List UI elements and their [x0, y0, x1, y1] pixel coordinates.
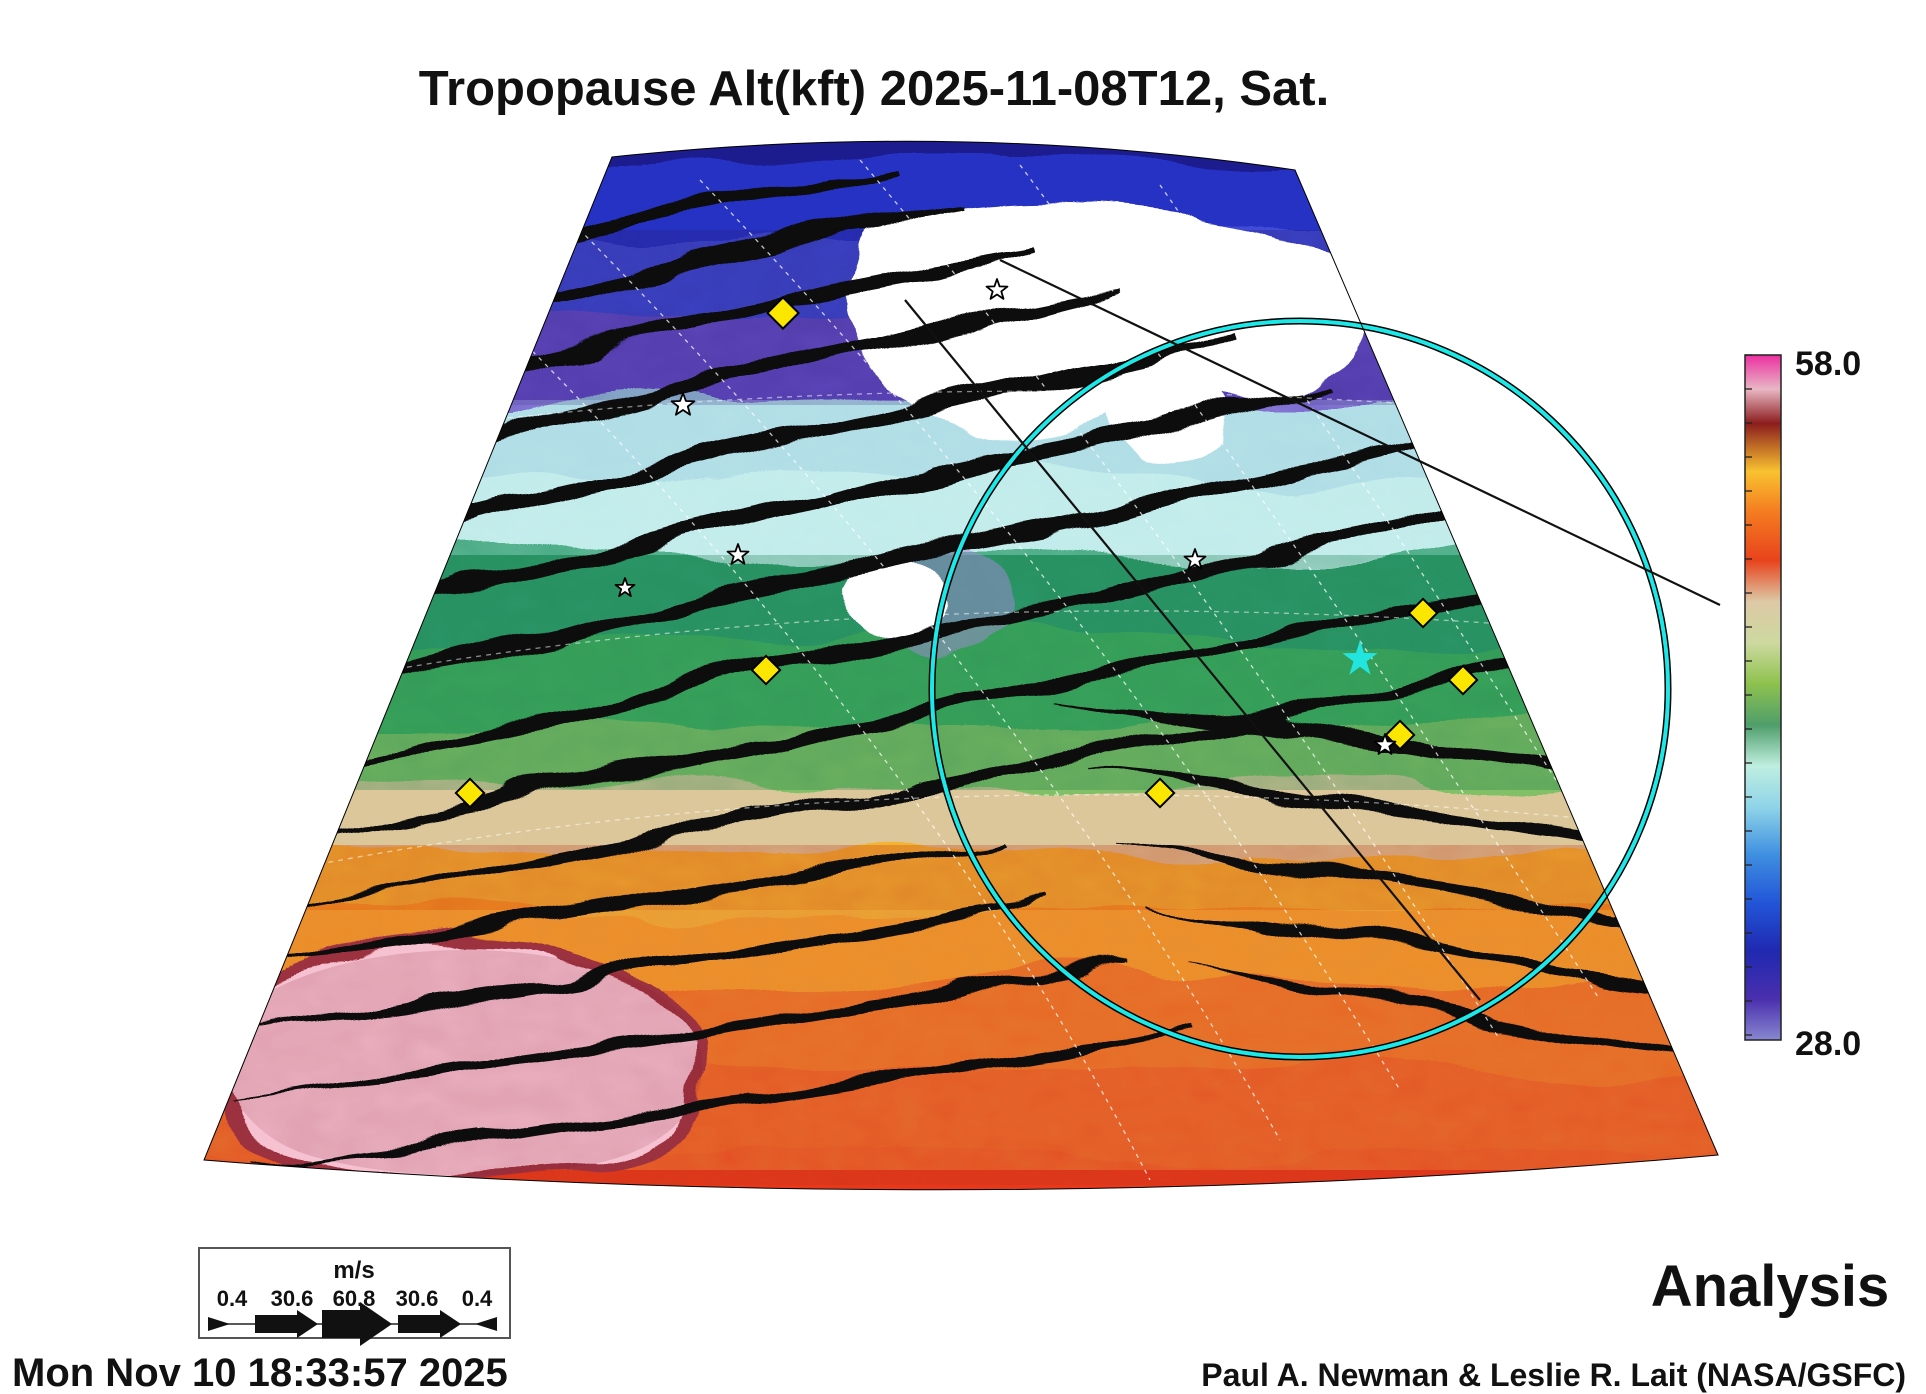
svg-text:0.4: 0.4	[462, 1286, 493, 1311]
svg-text:0.4: 0.4	[217, 1286, 248, 1311]
svg-text:30.6: 30.6	[396, 1286, 439, 1311]
svg-text:28.0: 28.0	[1795, 1025, 1861, 1063]
svg-text:m/s: m/s	[333, 1257, 374, 1284]
svg-text:Paul A. Newman & Leslie R. Lai: Paul A. Newman & Leslie R. Lait (NASA/GS…	[1201, 1357, 1906, 1393]
svg-text:58.0: 58.0	[1795, 345, 1861, 383]
svg-text:Mon Nov 10 18:33:57 2025: Mon Nov 10 18:33:57 2025	[12, 1351, 508, 1394]
svg-text:Analysis: Analysis	[1651, 1254, 1890, 1319]
svg-text:Tropopause Alt(kft) 2025-11-08: Tropopause Alt(kft) 2025-11-08T12, Sat.	[419, 62, 1329, 116]
svg-text:30.6: 30.6	[271, 1286, 314, 1311]
svg-text:60.8: 60.8	[333, 1286, 376, 1311]
